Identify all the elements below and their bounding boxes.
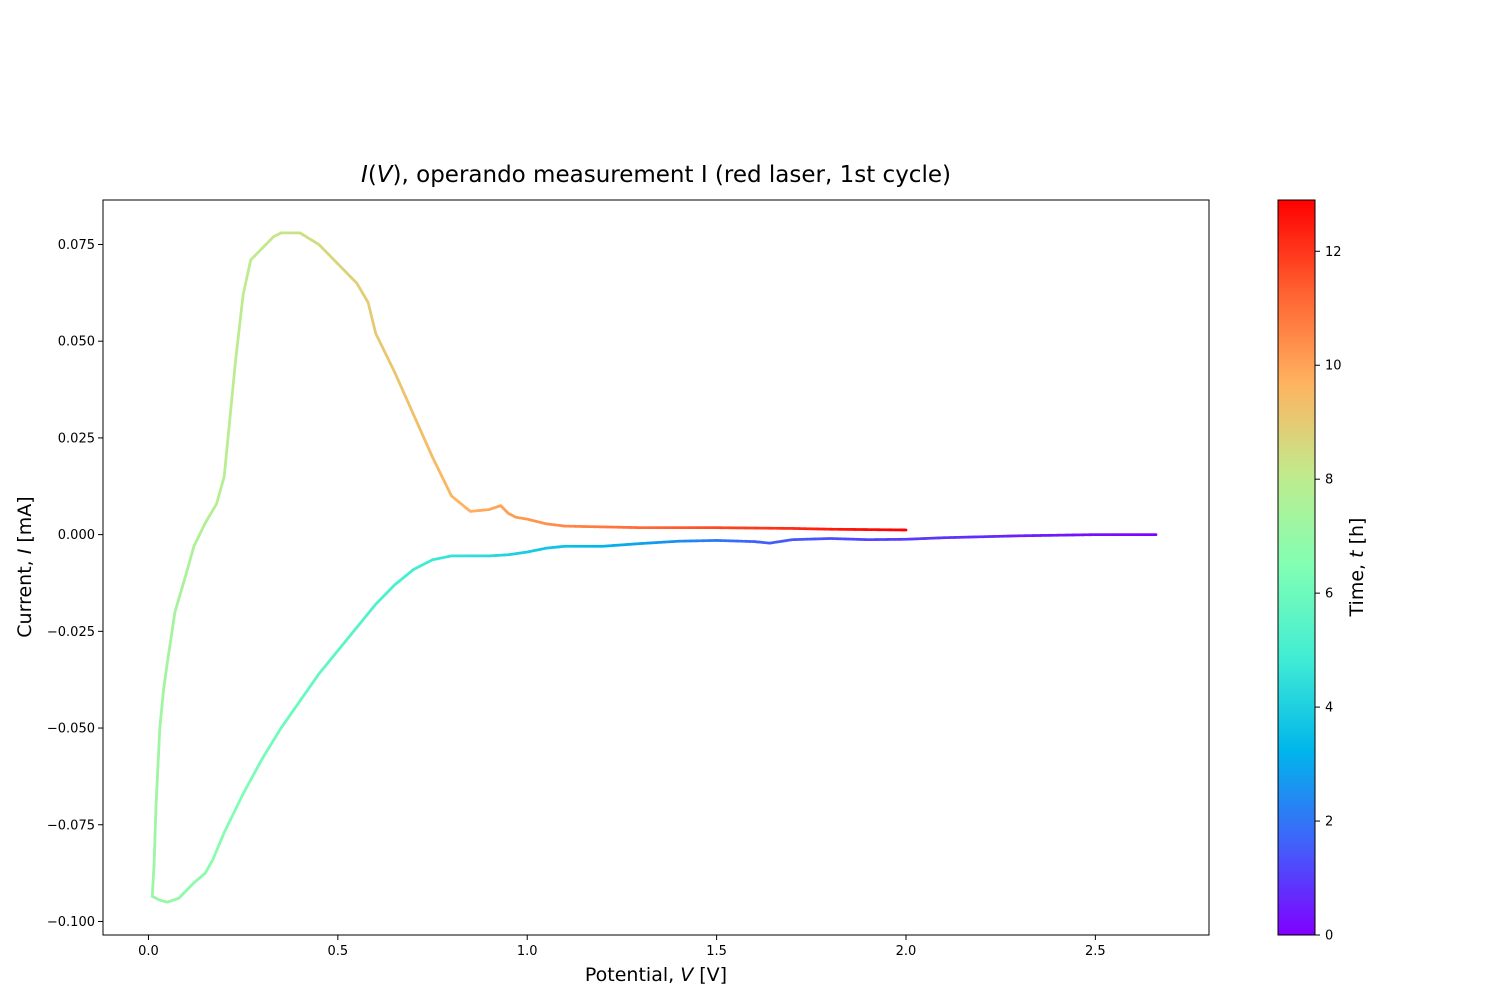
x-axis: 0.0 0.5 1.0 1.5 2.0 2.5 <box>138 935 1106 959</box>
colorbar-tick-label: 2 <box>1325 815 1333 830</box>
y-axis-label: Current, I [mA] <box>14 496 36 637</box>
y-tick-label: −0.050 <box>47 722 95 737</box>
colorbar-tick-label: 6 <box>1325 587 1333 602</box>
y-tick-label: −0.100 <box>47 915 95 930</box>
x-tick-label: 1.0 <box>517 944 538 959</box>
colorbar-tick-label: 0 <box>1325 929 1333 944</box>
colorbar <box>1277 199 1316 936</box>
x-tick-label: 0.5 <box>327 944 348 959</box>
chart-title: I(V), operando measurement I (red laser,… <box>361 162 951 188</box>
colorbar-axis: 0 2 4 6 8 10 12 <box>1315 245 1342 944</box>
y-axis: −0.100 −0.075 −0.050 −0.025 0.000 0.025 0.050 0… <box>47 238 103 930</box>
colorbar-label: Time, t [h] <box>1346 518 1368 618</box>
x-axis-label: Potential, V [V] <box>585 964 727 986</box>
data-layer <box>150 231 1158 904</box>
colorbar-tick-label: 4 <box>1325 701 1333 716</box>
x-tick-label: 2.5 <box>1085 944 1106 959</box>
x-tick-label: 2.0 <box>896 944 917 959</box>
data-point <box>904 528 908 532</box>
plot-frame <box>102 199 1210 936</box>
y-tick-label: 0.000 <box>58 528 95 543</box>
colorbar-tick-label: 10 <box>1325 359 1342 374</box>
y-tick-label: −0.025 <box>47 625 95 640</box>
colorbar-tick-label: 8 <box>1325 473 1333 488</box>
y-tick-label: 0.050 <box>58 335 95 350</box>
x-tick-label: 0.0 <box>138 944 159 959</box>
x-tick-label: 1.5 <box>706 944 727 959</box>
colorbar-tick-label: 12 <box>1325 245 1342 260</box>
y-tick-label: −0.075 <box>47 818 95 833</box>
y-tick-label: 0.025 <box>58 431 95 446</box>
y-tick-label: 0.075 <box>58 238 95 253</box>
